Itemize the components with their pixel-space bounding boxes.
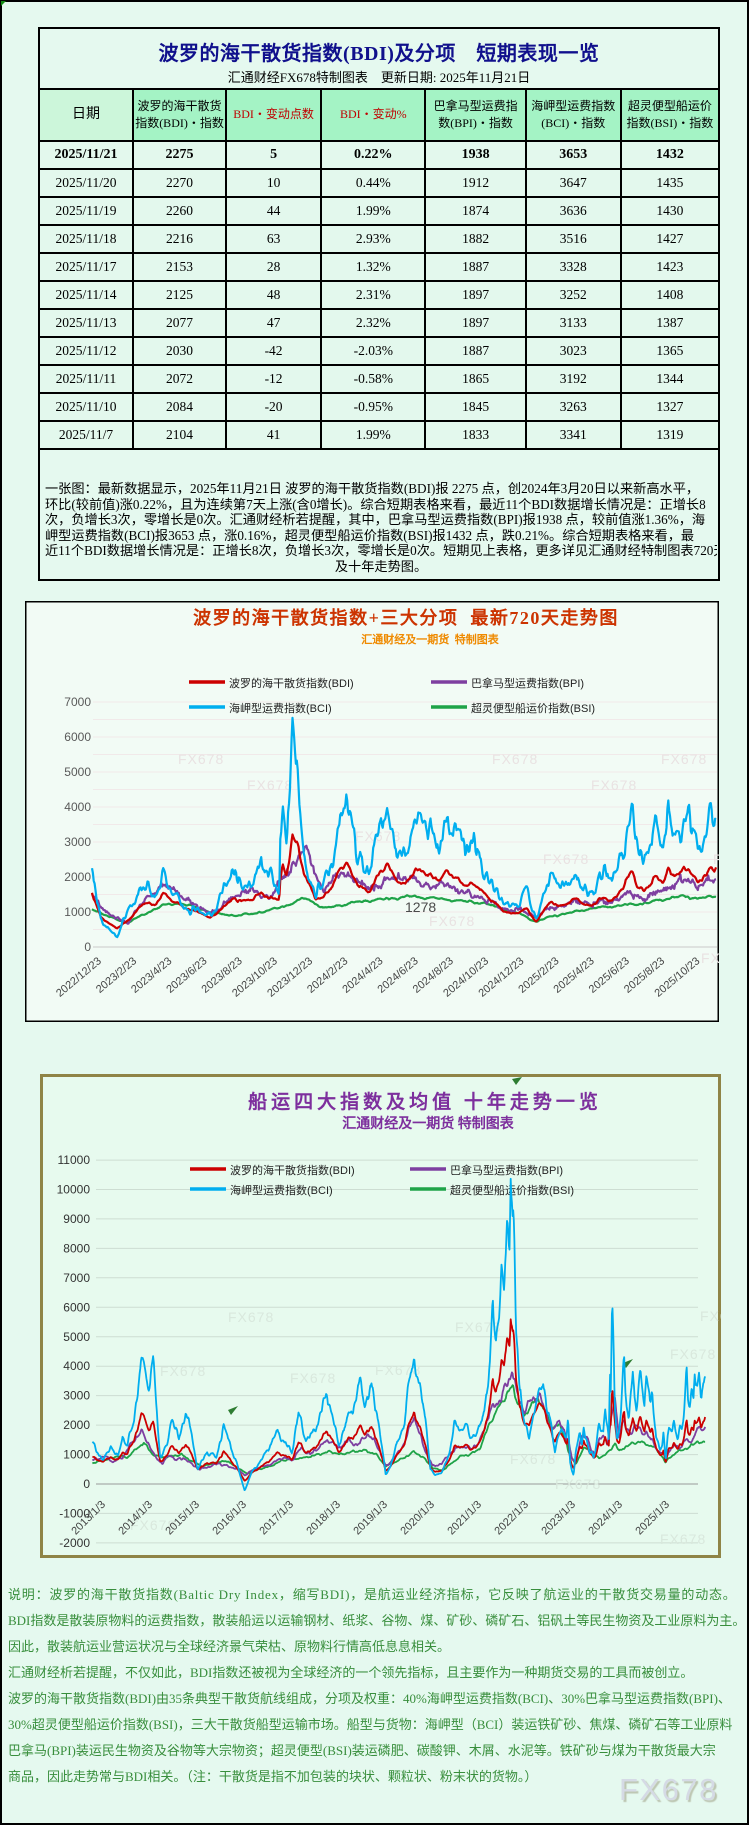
svg-text:10000: 10000: [57, 1183, 91, 1197]
svg-text:FX678: FX678: [661, 751, 707, 767]
svg-text:波罗的海干散货指数+三大分项 最新720天走势图: 波罗的海干散货指数+三大分项 最新720天走势图: [193, 607, 619, 628]
svg-text:-1000: -1000: [59, 1506, 90, 1520]
svg-text:FX678: FX678: [670, 1346, 716, 1362]
svg-text:0: 0: [84, 940, 91, 954]
svg-text:4000: 4000: [64, 800, 91, 814]
svg-text:1000: 1000: [64, 905, 91, 919]
svg-text:船运四大指数及均值 十年走势一览: 船运四大指数及均值 十年走势一览: [248, 1090, 602, 1113]
svg-text:5000: 5000: [64, 765, 91, 779]
svg-text:3000: 3000: [63, 1389, 90, 1403]
svg-text:11000: 11000: [58, 1153, 91, 1167]
svg-text:8000: 8000: [63, 1241, 90, 1255]
svg-text:7000: 7000: [64, 695, 91, 709]
svg-text:6000: 6000: [63, 1300, 90, 1314]
svg-text:6000: 6000: [64, 730, 91, 744]
svg-text:FX678: FX678: [228, 1309, 274, 1325]
svg-text:波罗的海干散货指数(BDI): 波罗的海干散货指数(BDI): [230, 1163, 355, 1177]
svg-text:FX678: FX678: [178, 751, 224, 767]
svg-text:FX678: FX678: [543, 851, 589, 867]
svg-text:超灵便型船运价指数(BSI): 超灵便型船运价指数(BSI): [471, 701, 595, 715]
svg-text:FX678: FX678: [591, 777, 637, 793]
svg-text:汇通财经及一期货 特制图表: 汇通财经及一期货 特制图表: [361, 632, 499, 646]
svg-text:FX678: FX678: [700, 1308, 721, 1324]
svg-text:海岬型运费指数(BCI): 海岬型运费指数(BCI): [229, 701, 332, 715]
svg-text:FX678: FX678: [290, 1370, 336, 1386]
svg-text:3000: 3000: [64, 835, 91, 849]
svg-text:-2000: -2000: [59, 1536, 90, 1550]
svg-text:1000: 1000: [63, 1448, 90, 1462]
svg-text:FX678: FX678: [510, 1451, 556, 1467]
svg-text:1278: 1278: [405, 899, 436, 915]
svg-text:汇通财经及一期货 特制图表: 汇通财经及一期货 特制图表: [342, 1115, 514, 1132]
svg-text:海岬型运费指数(BCI): 海岬型运费指数(BCI): [230, 1183, 333, 1197]
svg-text:FX678: FX678: [660, 1531, 706, 1547]
svg-text:FX678: FX678: [375, 1362, 421, 1378]
svg-text:2000: 2000: [63, 1418, 90, 1432]
svg-text:波罗的海干散货指数(BDI): 波罗的海干散货指数(BDI): [229, 676, 354, 690]
svg-text:2000: 2000: [64, 870, 91, 884]
svg-text:4000: 4000: [63, 1359, 90, 1373]
svg-text:巴拿马型运费指数(BPI): 巴拿马型运费指数(BPI): [450, 1163, 563, 1177]
svg-text:FX678: FX678: [492, 751, 538, 767]
svg-text:巴拿马型运费指数(BPI): 巴拿马型运费指数(BPI): [471, 676, 584, 690]
svg-text:超灵便型船运价指数(BSI): 超灵便型船运价指数(BSI): [450, 1183, 574, 1197]
svg-text:5000: 5000: [63, 1330, 90, 1344]
svg-text:FX678: FX678: [160, 1363, 206, 1379]
svg-text:FX678: FX678: [455, 1319, 501, 1335]
svg-text:9000: 9000: [63, 1212, 90, 1226]
svg-text:FX678: FX678: [701, 950, 719, 966]
svg-text:0: 0: [83, 1477, 90, 1491]
svg-text:FX678: FX678: [247, 777, 293, 793]
svg-text:7000: 7000: [63, 1271, 90, 1285]
svg-text:FX678: FX678: [429, 913, 475, 929]
svg-text:FX678: FX678: [130, 1517, 176, 1533]
svg-text:FX678: FX678: [555, 1476, 601, 1492]
svg-text:FX678: FX678: [713, 851, 719, 867]
